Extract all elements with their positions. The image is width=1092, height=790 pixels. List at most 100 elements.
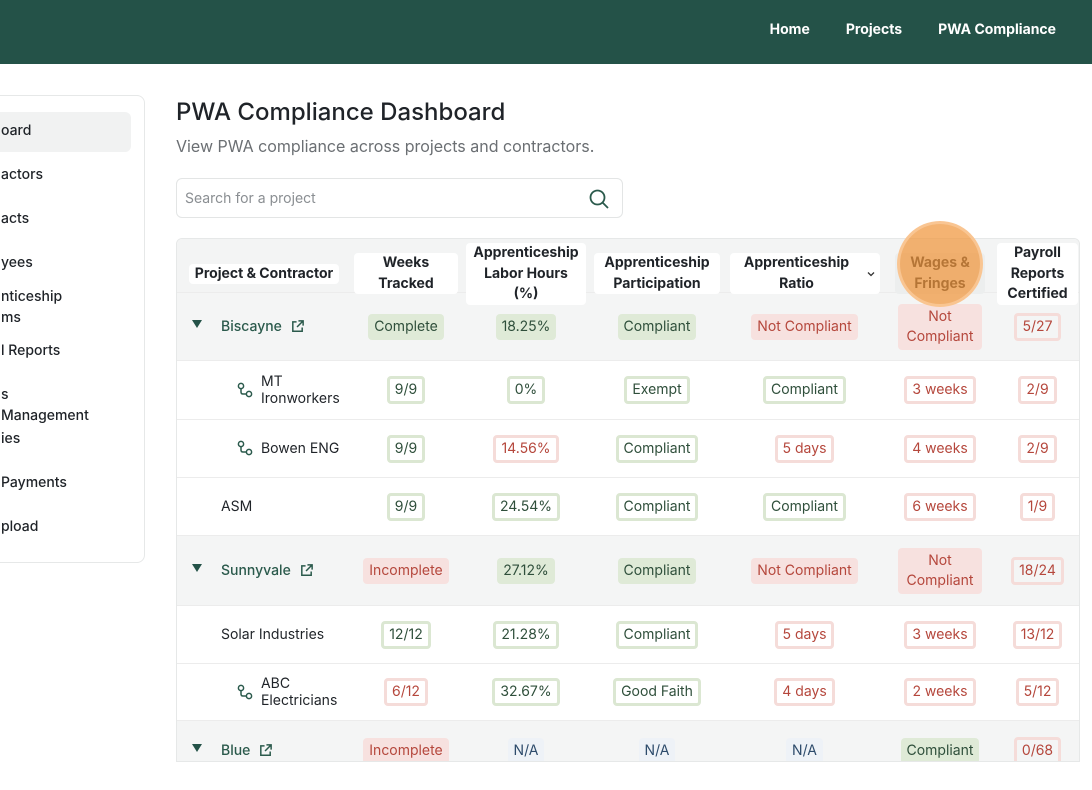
status-badge: Compliant [615,620,699,649]
table-row: Sunnyvale Incomplete 27.12% Compliant Not Co… [177,536,1079,606]
project-name[interactable]: Blue [221,742,251,759]
status-badge: Compliant [615,492,699,521]
status-badge: 12/12 [381,620,431,649]
status-badge: Compliant [615,434,699,463]
table-row: MT Ironworkers 9/9 0% Exempt Compliant 3 week… [177,361,1079,420]
compliance-table: Project & Contractor Weeks Tracked Apprent… [176,238,1080,762]
header-cell: Apprenticeship Participation [591,239,723,309]
expand-toggle[interactable] [191,562,203,574]
status-cell: Incomplete [351,721,461,761]
status-cell: 18.25% [461,293,591,360]
external-link-icon[interactable] [299,563,314,578]
sidebar-item[interactable]: oard [1,122,32,139]
status-badge: 2 weeks [904,678,976,706]
status-cell: Good Faith [591,664,723,720]
table-row: Biscayne Complete 18.25% Compliant Not Compl… [177,293,1079,361]
status-badge: 14.56% [493,434,559,463]
project-name[interactable]: Biscayne [221,318,282,335]
sidebar-item[interactable]: actors [1,166,44,183]
status-cell: Compliant [886,721,994,761]
name-cell: ASM [177,478,351,535]
top-bar: Home Projects PWA Compliance [0,0,1092,64]
nav: Home Projects PWA Compliance [770,0,1056,58]
page-title: PWA Compliance Dashboard [176,97,506,126]
status-cell: Compliant [723,478,886,535]
page-subtitle: View PWA compliance across projects and … [176,136,595,156]
status-badge: 9/9 [386,434,426,463]
status-badge: Compliant [763,492,846,521]
contractor-name: ABC Electricians [261,675,338,709]
status-cell: Exempt [591,361,723,419]
status-cell: 2 weeks [886,664,994,720]
header-cell: Payroll Reports Certified [994,239,1079,309]
expand-toggle[interactable] [191,742,203,754]
status-cell: 5 days [723,420,886,477]
sidebar-item[interactable]: s Management [1,386,89,424]
sidebar-item[interactable]: yees [1,254,33,271]
nav-item[interactable]: PWA Compliance [938,20,1056,38]
status-badge: 5 days [774,620,835,649]
status-cell: 27.12% [461,536,591,605]
status-badge: Incomplete [363,737,449,761]
status-badge: 32.67% [492,678,560,706]
status-badge: 2/9 [1018,434,1057,463]
status-badge: 3 weeks [904,620,976,649]
name-cell: Solar Industries [177,606,351,663]
nav-item[interactable]: Projects [845,20,903,38]
status-cell: Not Compliant [886,536,994,605]
sidebar-item[interactable]: pload [1,518,39,535]
expand-toggle[interactable] [191,318,203,330]
nav-item[interactable]: Home [769,20,810,38]
status-cell: Not Compliant [723,293,886,360]
status-badge: 5/27 [1014,312,1061,341]
status-cell: 5 days [723,606,886,663]
sidebar-item[interactable]: nticeship ms [1,288,63,326]
status-badge: 24.54% [491,492,561,521]
header-row: Project & Contractor Weeks Tracked Apprent… [177,239,1079,305]
status-cell: 9/9 [351,361,461,419]
status-badge: 0% [506,376,546,404]
external-link-icon[interactable] [290,319,305,334]
status-badge: 6/12 [384,678,428,706]
search-box[interactable]: Search for a project [176,178,623,218]
status-cell: N/A [461,721,591,761]
status-cell: Compliant [591,536,723,605]
status-badge: Not Compliant [898,303,982,350]
status-badge: N/A [507,737,545,761]
sidebar-item[interactable]: Payments [1,474,67,491]
status-badge: 5 days [774,434,835,463]
sidebar: oard actors acts yees nticeship ms l Reports s… [0,95,145,563]
status-badge: Exempt [624,376,690,404]
status-badge: N/A [786,737,823,761]
sidebar-item[interactable]: l Reports [1,342,61,359]
status-badge: Compliant [763,376,846,404]
project-name[interactable]: Sunnyvale [221,562,291,579]
status-badge: 18/24 [1011,556,1064,585]
status-cell: 3 weeks [886,606,994,663]
header-label: Apprenticeship Ratio [729,253,880,295]
status-cell: 1/9 [994,478,1079,535]
sidebar-item[interactable]: ies [1,430,21,447]
status-cell: N/A [723,721,886,761]
status-badge: 1/9 [1019,492,1056,521]
name-cell: Biscayne [177,293,351,360]
status-cell: Incomplete [351,536,461,605]
status-badge: 13/12 [1012,620,1063,649]
header-cell: Apprenticeship Ratio [723,239,886,309]
table-row: ABC Electricians 6/12 32.67% Good Faith 4 da… [177,664,1079,721]
sidebar-item[interactable]: acts [1,210,30,227]
header-cell: Apprenticeship Labor Hours (%) [461,239,591,309]
status-badge: 4 weeks [904,434,976,463]
status-badge: Compliant [900,737,980,761]
status-cell: 6/12 [351,664,461,720]
contractor-name: Bowen ENG [261,440,340,457]
external-link-icon[interactable] [258,743,273,758]
status-badge: 6 weeks [904,492,976,521]
status-cell: 12/12 [351,606,461,663]
status-cell: Compliant [591,420,723,477]
status-cell: 0/68 [994,721,1079,761]
subcontractor-icon [237,440,253,456]
name-cell: Blue [177,721,351,761]
name-cell: Bowen ENG [177,420,351,477]
